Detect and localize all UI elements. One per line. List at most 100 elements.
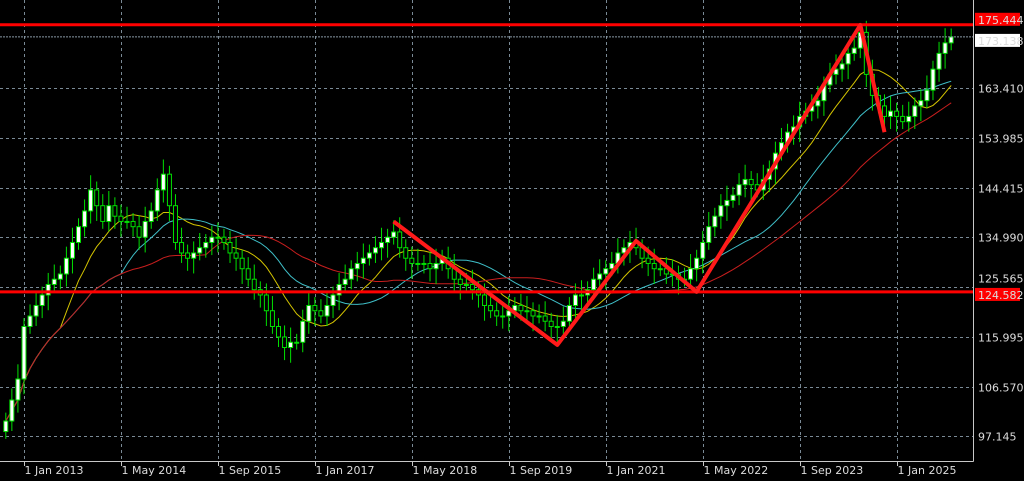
candle-body <box>930 68 936 91</box>
candle-body <box>385 236 391 243</box>
candle-body <box>548 320 554 327</box>
candle-body <box>288 341 294 349</box>
x-tick: 1 May 2022 <box>704 464 769 477</box>
candles <box>3 20 954 439</box>
level-label: 175.444 <box>978 14 1024 27</box>
horizontal-levels[interactable] <box>0 23 973 294</box>
candle-body <box>906 115 912 123</box>
candle-body <box>191 252 197 259</box>
candle-body <box>82 210 88 228</box>
candle-body <box>15 378 21 401</box>
candle-body <box>221 236 227 243</box>
candle-body <box>263 294 269 312</box>
candle-body <box>560 320 566 327</box>
candle-body <box>300 320 306 343</box>
moving-averages <box>5 69 952 422</box>
zigzag-line <box>392 23 887 347</box>
candle-body <box>360 257 366 264</box>
candle-body <box>524 310 530 313</box>
candle-body <box>45 283 51 296</box>
x-tick: 1 Sep 2019 <box>510 464 573 477</box>
candle-body <box>391 231 397 238</box>
moving-average-line <box>5 69 952 422</box>
moving-average-line <box>5 80 952 422</box>
candle-body <box>27 315 33 327</box>
candle-body <box>294 341 300 344</box>
candle-body <box>694 257 700 270</box>
candle-body <box>415 262 421 265</box>
candle-body <box>900 115 906 123</box>
candle-body <box>160 173 166 191</box>
candle-body <box>912 105 918 117</box>
level-label-box <box>975 12 1020 26</box>
candle-body <box>269 310 275 327</box>
x-tick: 1 May 2018 <box>413 464 478 477</box>
candle-body <box>324 304 330 317</box>
y-tick: 163.410 <box>978 83 1024 96</box>
candle-body <box>700 241 706 259</box>
candle-body <box>251 278 257 291</box>
candle-body <box>136 226 142 238</box>
candle-body <box>318 310 324 317</box>
candle-body <box>342 278 348 285</box>
candle-body <box>566 304 572 322</box>
candle-body <box>839 63 845 70</box>
x-tick: 1 Jan 2025 <box>898 464 957 477</box>
candle-body <box>185 252 191 259</box>
candle-body <box>233 252 239 259</box>
candle-body <box>579 294 584 297</box>
candle-body <box>142 220 148 238</box>
candle-body <box>815 100 821 107</box>
zigzag-lines[interactable] <box>392 23 887 347</box>
candle-body <box>348 268 354 280</box>
candle-body <box>33 304 39 317</box>
candle-body <box>130 220 136 228</box>
price-labels: 175.444 124.582 173.138 <box>975 12 1024 302</box>
candle-body <box>276 325 281 338</box>
candle-body <box>88 189 94 212</box>
candle-body <box>403 247 409 259</box>
candle-body <box>9 399 15 422</box>
candle-body <box>172 205 178 243</box>
candle-body <box>57 273 63 280</box>
candle-body <box>463 283 469 286</box>
candle-body <box>63 257 69 275</box>
candle-body <box>657 268 663 271</box>
candle-body <box>457 278 463 285</box>
x-tick: 1 Jan 2013 <box>25 464 84 477</box>
candle-body <box>94 189 100 207</box>
moving-average-line <box>5 102 952 422</box>
candle-body <box>469 283 475 291</box>
level-label: 124.582 <box>978 289 1024 302</box>
candle-body <box>397 231 403 249</box>
candle-body <box>245 268 251 280</box>
candle-body <box>239 257 245 270</box>
candle-body <box>409 257 415 264</box>
candle-body <box>106 205 112 222</box>
candle-body <box>51 278 57 285</box>
candle-body <box>3 420 9 433</box>
candle-body <box>421 262 427 265</box>
y-tick: 125.565 <box>978 273 1024 286</box>
candle-body <box>427 262 433 270</box>
current-price-label: 173.138 <box>978 35 1024 48</box>
candle-body <box>227 241 233 254</box>
candle-body <box>518 304 524 312</box>
candle-body <box>554 325 560 328</box>
candle-body <box>651 262 657 270</box>
candle-body <box>21 325 27 380</box>
candle-body <box>197 247 203 254</box>
candle-body <box>833 68 839 75</box>
candle-body <box>882 105 887 117</box>
candle-body <box>39 294 45 306</box>
candle-body <box>597 273 603 280</box>
candle-body <box>203 241 209 249</box>
x-tick: 1 Jan 2021 <box>607 464 666 477</box>
candle-body <box>494 310 500 317</box>
y-tick: 115.995 <box>978 332 1024 345</box>
candle-body <box>482 294 488 306</box>
candle-body <box>330 294 336 306</box>
y-tick: 97.145 <box>978 431 1017 444</box>
candle-body <box>76 226 82 243</box>
candle-body <box>591 278 597 291</box>
